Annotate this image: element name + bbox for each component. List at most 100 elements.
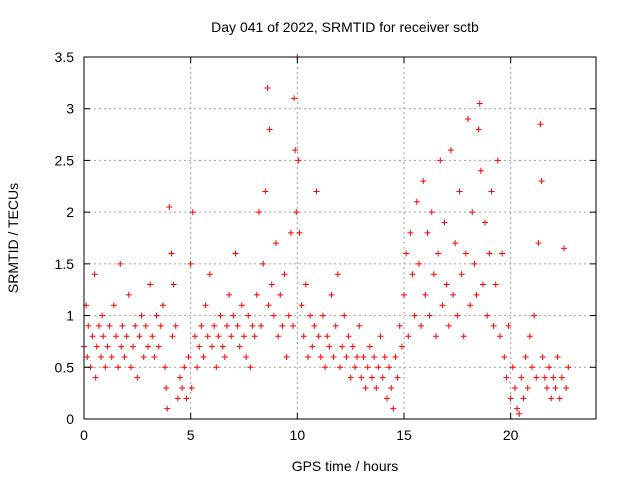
data-point (364, 364, 371, 371)
data-point (266, 126, 273, 133)
data-point (275, 333, 282, 340)
data-point (546, 364, 553, 371)
data-point (163, 384, 170, 391)
data-point (401, 291, 407, 298)
x-tick-label: 20 (503, 427, 519, 443)
data-point (295, 157, 302, 164)
data-point (241, 333, 247, 340)
data-point (253, 291, 260, 298)
data-point (169, 333, 176, 340)
y-tick-label: 2.5 (55, 152, 75, 168)
data-point (503, 374, 510, 381)
data-point (490, 322, 497, 329)
data-point (371, 353, 378, 360)
data-point (279, 322, 286, 329)
data-point (454, 312, 461, 319)
data-point (396, 322, 403, 329)
y-tick-label: 3.5 (55, 49, 75, 65)
data-point (322, 364, 329, 371)
data-point (200, 353, 207, 360)
data-point (283, 353, 290, 360)
data-point (366, 343, 373, 350)
data-point (151, 353, 158, 360)
data-point (373, 384, 380, 391)
data-point (264, 85, 271, 92)
data-point (475, 126, 482, 133)
data-point (511, 384, 518, 391)
data-point (529, 364, 535, 371)
data-point (130, 343, 137, 350)
data-point (422, 291, 429, 298)
data-point (287, 229, 294, 236)
data-point (245, 312, 252, 319)
data-point (230, 312, 237, 319)
data-point (136, 333, 143, 340)
data-point (215, 333, 222, 340)
x-tick-label: 5 (187, 427, 195, 443)
data-point (418, 322, 425, 329)
data-point (452, 240, 459, 247)
data-point (558, 374, 565, 381)
y-tick-label: 2 (66, 204, 74, 220)
data-point (437, 157, 444, 164)
data-point (117, 260, 124, 267)
data-point (563, 384, 570, 391)
data-point (492, 281, 499, 288)
data-point (228, 333, 235, 340)
data-point (377, 333, 384, 340)
data-point (345, 333, 352, 340)
data-point (543, 384, 550, 391)
data-point (356, 322, 363, 329)
data-point (164, 405, 171, 412)
data-point (388, 384, 395, 391)
data-point (155, 343, 162, 350)
data-point (514, 405, 521, 412)
data-point (106, 322, 113, 329)
data-point (132, 322, 139, 329)
data-point (181, 364, 188, 371)
data-point (324, 333, 331, 340)
data-point (149, 333, 156, 340)
data-point (433, 333, 439, 340)
data-point (300, 333, 307, 340)
data-point (189, 209, 196, 216)
data-point (428, 209, 435, 216)
data-point (548, 395, 555, 402)
data-point (524, 384, 531, 391)
y-axis-label: SRMTID / TECUs (5, 183, 21, 293)
data-point (211, 322, 218, 329)
data-point (89, 333, 96, 340)
data-point (187, 260, 194, 267)
data-point (213, 364, 220, 371)
data-point (85, 322, 92, 329)
data-point (204, 333, 211, 340)
data-point (234, 322, 241, 329)
data-point (243, 353, 250, 360)
data-point (247, 364, 254, 371)
data-point (95, 322, 102, 329)
data-point (121, 353, 128, 360)
data-point (415, 260, 422, 267)
data-point (565, 364, 572, 371)
data-point (302, 281, 309, 288)
data-point (497, 333, 503, 340)
data-point (541, 374, 548, 381)
data-point (494, 157, 501, 164)
data-point (430, 271, 437, 278)
data-point (499, 250, 506, 257)
data-point (360, 353, 367, 360)
data-point (226, 291, 233, 298)
data-point (138, 312, 145, 319)
data-point (268, 281, 275, 288)
data-point (290, 322, 297, 329)
data-point (467, 302, 474, 309)
data-point (556, 395, 563, 402)
data-point (458, 271, 465, 278)
data-point (369, 374, 375, 381)
data-point (358, 374, 365, 381)
data-point (91, 271, 98, 278)
data-point (115, 364, 122, 371)
data-point (162, 364, 169, 371)
data-point (319, 312, 326, 319)
data-point (293, 209, 300, 216)
